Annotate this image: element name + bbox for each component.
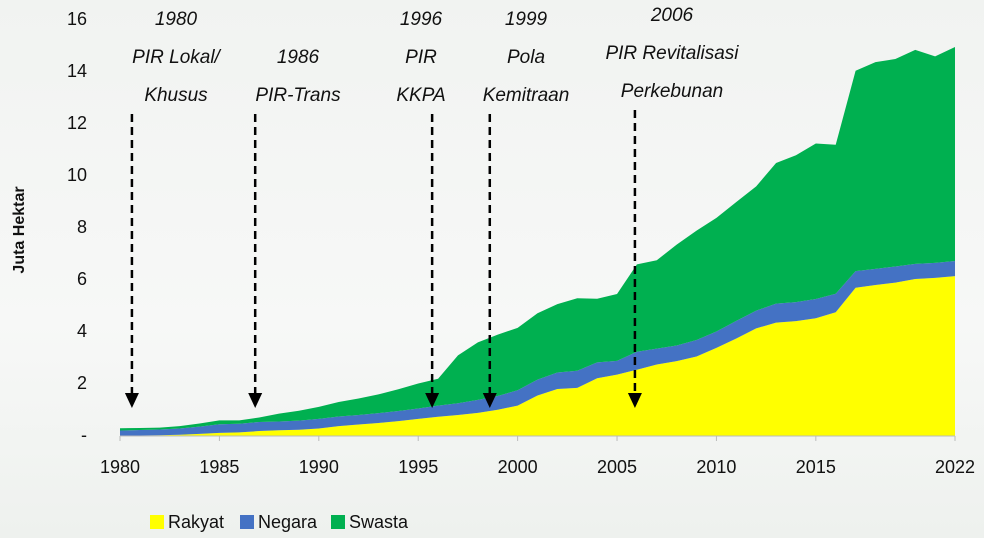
legend-label: Negara [258,512,318,532]
legend-swatch [150,515,164,529]
annotation-text: KKPA [396,85,445,106]
legend-swatch [240,515,254,529]
annotation-text: 1980 [155,9,198,30]
arrow-head [482,393,497,408]
annotation-text: Pola [507,47,545,68]
legend-swatch [331,515,345,529]
y-tick-label: 14 [67,61,87,81]
y-axis-label: Juta Hektar [11,186,28,273]
y-tick-label: 10 [67,165,87,185]
area [120,276,955,436]
legend-label: Rakyat [168,512,224,532]
annotation-text: PIR [405,47,437,68]
y-tick-label: 2 [77,373,87,393]
y-tick-label: 6 [77,269,87,289]
annotation-text: Khusus [144,85,208,106]
x-tick-label: 2000 [498,457,538,477]
annotation-text: 1986 [277,47,320,68]
x-tick-label: 2010 [696,457,736,477]
annotation-text: 1996 [400,9,443,30]
arrow-head [248,393,263,408]
x-tick-label: 1990 [299,457,339,477]
area [120,261,955,436]
annotation-text: PIR Lokal/ [132,47,221,68]
x-tick-label: 1980 [100,457,140,477]
arrow-head [627,393,642,408]
arrow-head [124,393,139,408]
annotation-text: PIR Revitalisasi [605,43,739,64]
x-tick-label: 2005 [597,457,637,477]
x-tick-label: 2022 [935,457,975,477]
y-tick-label: 16 [67,9,87,29]
annotation-text: 1999 [505,9,548,30]
annotation-text: Kemitraan [483,85,570,106]
y-tick-label: - [81,425,87,445]
x-tick-label: 1995 [398,457,438,477]
legend-label: Swasta [349,512,409,532]
annotation-text: Perkebunan [621,81,723,102]
arrow-head [425,393,440,408]
x-tick-label: 1985 [199,457,239,477]
annotation-text: 2006 [650,5,694,26]
annotation-text: PIR-Trans [255,85,341,106]
area [120,47,955,431]
y-tick-label: 8 [77,217,87,237]
y-tick-label: 4 [77,321,87,341]
y-tick-label: 12 [67,113,87,133]
x-tick-label: 2015 [796,457,836,477]
